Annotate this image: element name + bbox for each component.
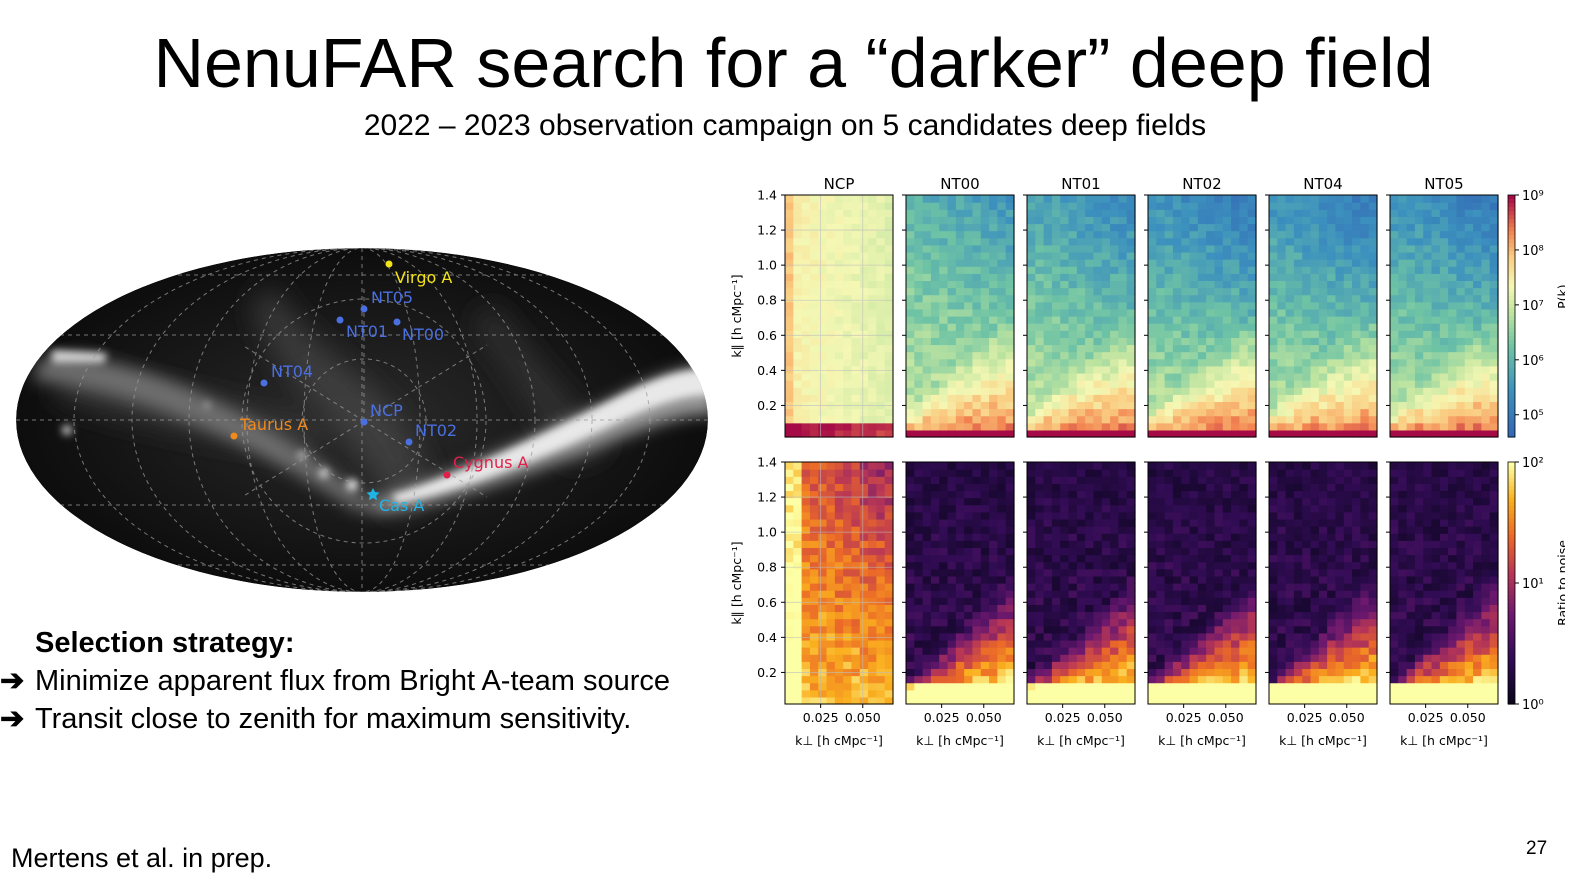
y-tick-label: 0.4 <box>757 630 777 645</box>
colorbar-tick-label: 10⁷ <box>1522 299 1544 314</box>
source-nt05: NT05 <box>360 288 413 313</box>
y-tick-label: 0.6 <box>757 328 777 343</box>
source-cygnus-a: Cygnus A <box>443 453 529 479</box>
arrow-right-icon: ➔ <box>0 665 25 697</box>
slide-subtitle: 2022 – 2023 observation campaign on 5 ca… <box>363 109 1207 142</box>
colorbar-power <box>1507 194 1516 438</box>
y-tick-label: 1.4 <box>757 188 777 203</box>
source-cas-a: Cas A <box>366 488 424 515</box>
y-tick-label: 1.2 <box>757 490 777 505</box>
colorbar-tick-label: 10⁸ <box>1522 244 1544 259</box>
x-axis-label: k⊥ [h cMpc⁻¹] <box>916 733 1004 748</box>
power-spectrum-grid: NCP NT00 NT01 NT02 NT04 NT05 0.2 0.4 0.6 0.8 1.0 1.… <box>729 175 1565 748</box>
panel-title: NT02 <box>1182 175 1221 193</box>
sky-map: Virgo A NT05 NT01 NT00 NT04 NCP NT02 Tau… <box>16 248 708 592</box>
panel-title: NT04 <box>1303 175 1342 193</box>
x-tick-label: 0.025 <box>1287 710 1323 725</box>
colorbar-label: Ratio to noise <box>1555 540 1565 626</box>
source-virgo-a: Virgo A <box>385 260 452 287</box>
strategy-bullet: ➔ Minimize apparent flux from Bright A-te… <box>0 662 720 700</box>
arrow-right-icon: ➔ <box>0 703 25 735</box>
y-tick-label: 0.2 <box>757 398 777 413</box>
colorbar-ratio <box>1507 461 1516 705</box>
svg-text:Taurus A: Taurus A <box>239 415 308 434</box>
x-tick-label: 0.050 <box>966 710 1002 725</box>
x-tick-label: 0.050 <box>1087 710 1123 725</box>
x-axis-label: k⊥ [h cMpc⁻¹] <box>1158 733 1246 748</box>
colorbar-label: P(k) <box>1555 284 1565 309</box>
x-tick-label: 0.025 <box>924 710 960 725</box>
svg-text:NT01: NT01 <box>346 322 388 341</box>
selection-strategy: Selection strategy: ➔ Minimize apparent f… <box>0 624 720 738</box>
colorbar-tick-label: 10⁶ <box>1522 354 1544 369</box>
heatmap-panel-nt05-ratio <box>1389 461 1499 705</box>
svg-text:Cygnus A: Cygnus A <box>453 453 529 472</box>
heatmap-panel-nt00-power <box>905 194 1015 438</box>
bullet-text: Minimize apparent flux from Bright A-tea… <box>35 665 671 697</box>
x-tick-label: 0.025 <box>803 710 839 725</box>
y-axis-label: k∥ [h cMpc⁻¹] <box>729 274 744 357</box>
slide-title: NenuFAR search for a “darker” deep field <box>153 24 1434 102</box>
heatmap-panel-nt02-power <box>1147 194 1257 438</box>
source-nt02: NT02 <box>405 421 457 446</box>
panel-title: NT05 <box>1424 175 1463 193</box>
x-axis-label: k⊥ [h cMpc⁻¹] <box>1400 733 1488 748</box>
x-axis-label: k⊥ [h cMpc⁻¹] <box>1279 733 1367 748</box>
heatmap-panel-nt01-ratio <box>1026 461 1136 705</box>
citation: Mertens et al. in prep. <box>11 843 273 873</box>
panel-title: NCP <box>824 175 855 193</box>
heatmap-panel-nt05-power <box>1389 194 1499 438</box>
source-ncp: NCP <box>360 401 403 426</box>
ncp-grid-lines <box>785 194 893 437</box>
svg-text:Cas A: Cas A <box>379 496 424 515</box>
y-tick-label: 1.4 <box>757 455 777 470</box>
colorbar-tick-label: 10⁹ <box>1522 189 1544 204</box>
source-nt00: NT00 <box>393 318 444 344</box>
svg-text:NT02: NT02 <box>415 421 457 440</box>
y-tick-label: 1.0 <box>757 258 777 273</box>
y-tick-label: 1.2 <box>757 223 777 238</box>
heatmap-panel-ncp-ratio <box>784 461 894 705</box>
page-number: 27 <box>1526 838 1548 859</box>
y-tick-label: 1.0 <box>757 525 777 540</box>
x-tick-label: 0.050 <box>845 710 881 725</box>
source-nt01: NT01 <box>336 316 388 341</box>
heatmap-panel-nt02-ratio <box>1147 461 1257 705</box>
y-tick-label: 0.8 <box>757 560 777 575</box>
heatmap-panel-nt04-power <box>1268 194 1378 438</box>
y-tick-label: 0.6 <box>757 595 777 610</box>
x-tick-label: 0.050 <box>1208 710 1244 725</box>
svg-text:NCP: NCP <box>370 401 403 420</box>
colorbar-tick-label: 10⁵ <box>1522 409 1544 424</box>
svg-text:NT04: NT04 <box>271 362 313 381</box>
svg-text:Virgo A: Virgo A <box>395 268 452 287</box>
panel-title: NT01 <box>1061 175 1100 193</box>
x-axis-label: k⊥ [h cMpc⁻¹] <box>1037 733 1125 748</box>
source-nt04: NT04 <box>260 362 313 387</box>
source-taurus-a: Taurus A <box>230 415 308 440</box>
strategy-bullet: ➔ Transit close to zenith for maximum sen… <box>0 700 720 738</box>
x-tick-label: 0.025 <box>1408 710 1444 725</box>
svg-text:NT00: NT00 <box>402 325 444 344</box>
colorbar-tick-label: 10⁰ <box>1522 698 1544 713</box>
svg-text:NT05: NT05 <box>371 288 413 307</box>
y-tick-label: 0.2 <box>757 665 777 680</box>
y-tick-label: 0.4 <box>757 363 777 378</box>
x-tick-label: 0.050 <box>1450 710 1486 725</box>
panel-title: NT00 <box>940 175 979 193</box>
heatmap-panel-ncp-power <box>784 194 894 438</box>
x-axis-label: k⊥ [h cMpc⁻¹] <box>795 733 883 748</box>
strategy-heading: Selection strategy: <box>35 627 295 659</box>
y-axis-label: k∥ [h cMpc⁻¹] <box>729 541 744 624</box>
x-tick-label: 0.025 <box>1166 710 1202 725</box>
heatmap-panel-nt00-ratio <box>905 461 1015 705</box>
heatmap-panel-nt04-ratio <box>1268 461 1378 705</box>
y-tick-label: 0.8 <box>757 293 777 308</box>
colorbar-tick-label: 10¹ <box>1522 577 1544 592</box>
heatmap-panel-nt01-power <box>1026 194 1136 438</box>
bullet-text: Transit close to zenith for maximum sens… <box>35 703 632 735</box>
x-tick-label: 0.025 <box>1045 710 1081 725</box>
colorbar-tick-label: 10² <box>1522 456 1544 471</box>
x-tick-label: 0.050 <box>1329 710 1365 725</box>
